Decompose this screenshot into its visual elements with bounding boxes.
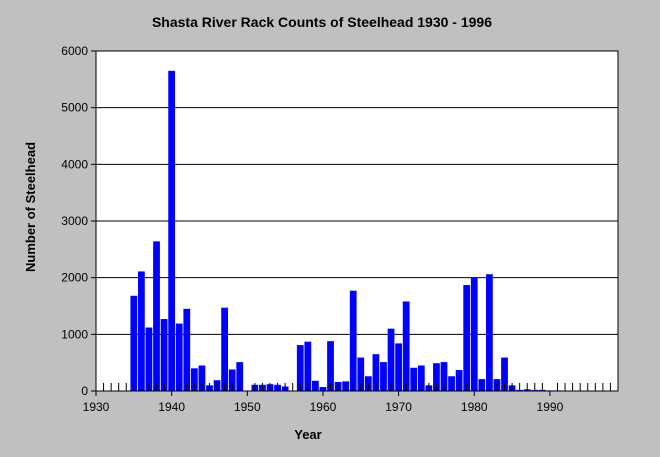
bar [395,343,402,391]
x-tick-label: 1930 [83,400,110,414]
bar [433,363,440,391]
x-axis-label: Year [294,427,321,442]
x-tick-label: 1990 [537,400,564,414]
bar [470,277,478,391]
bar [402,301,410,391]
bar [440,362,448,391]
x-tick-label: 1980 [461,400,488,414]
bar [486,274,493,391]
bar [175,323,183,391]
bar [145,327,153,391]
bar [455,370,463,391]
bar [228,369,236,391]
bar [501,357,508,391]
y-axis-label: Number of Steelhead [23,142,38,272]
bar [319,387,327,391]
y-tick-label: 2000 [61,271,88,285]
bar [327,341,334,391]
bar [417,365,425,391]
bar [160,319,168,391]
bar [138,271,145,391]
bar [198,365,206,391]
bar [190,368,198,391]
bar [296,345,304,391]
y-tick-label: 4000 [61,157,88,171]
y-tick-label: 1000 [61,327,88,341]
y-tick-label: 6000 [61,44,88,58]
bar [236,362,244,391]
y-tick-label: 5000 [61,101,88,115]
bar [183,308,191,391]
bar [372,354,380,391]
bar [387,328,395,391]
x-tick-label: 1950 [234,400,261,414]
bar [357,357,365,391]
x-tick-label: 1960 [310,400,337,414]
chart-title: Shasta River Rack Counts of Steelhead 19… [152,14,492,30]
bar [410,367,418,391]
y-tick-label: 0 [81,384,88,398]
bar [463,285,471,391]
bar [221,307,228,391]
bar [304,341,312,391]
y-tick-label: 3000 [61,214,88,228]
x-tick-label: 1970 [385,400,412,414]
bar [168,70,176,391]
bar [130,295,138,391]
x-tick-label: 1940 [158,400,185,414]
grid-lines [96,107,618,335]
bar [153,241,160,391]
bar [349,290,357,391]
axes: 0 1000 2000 3000 4000 5000 6000 1930 1940 1950 196… [61,44,619,414]
bar [380,362,387,391]
